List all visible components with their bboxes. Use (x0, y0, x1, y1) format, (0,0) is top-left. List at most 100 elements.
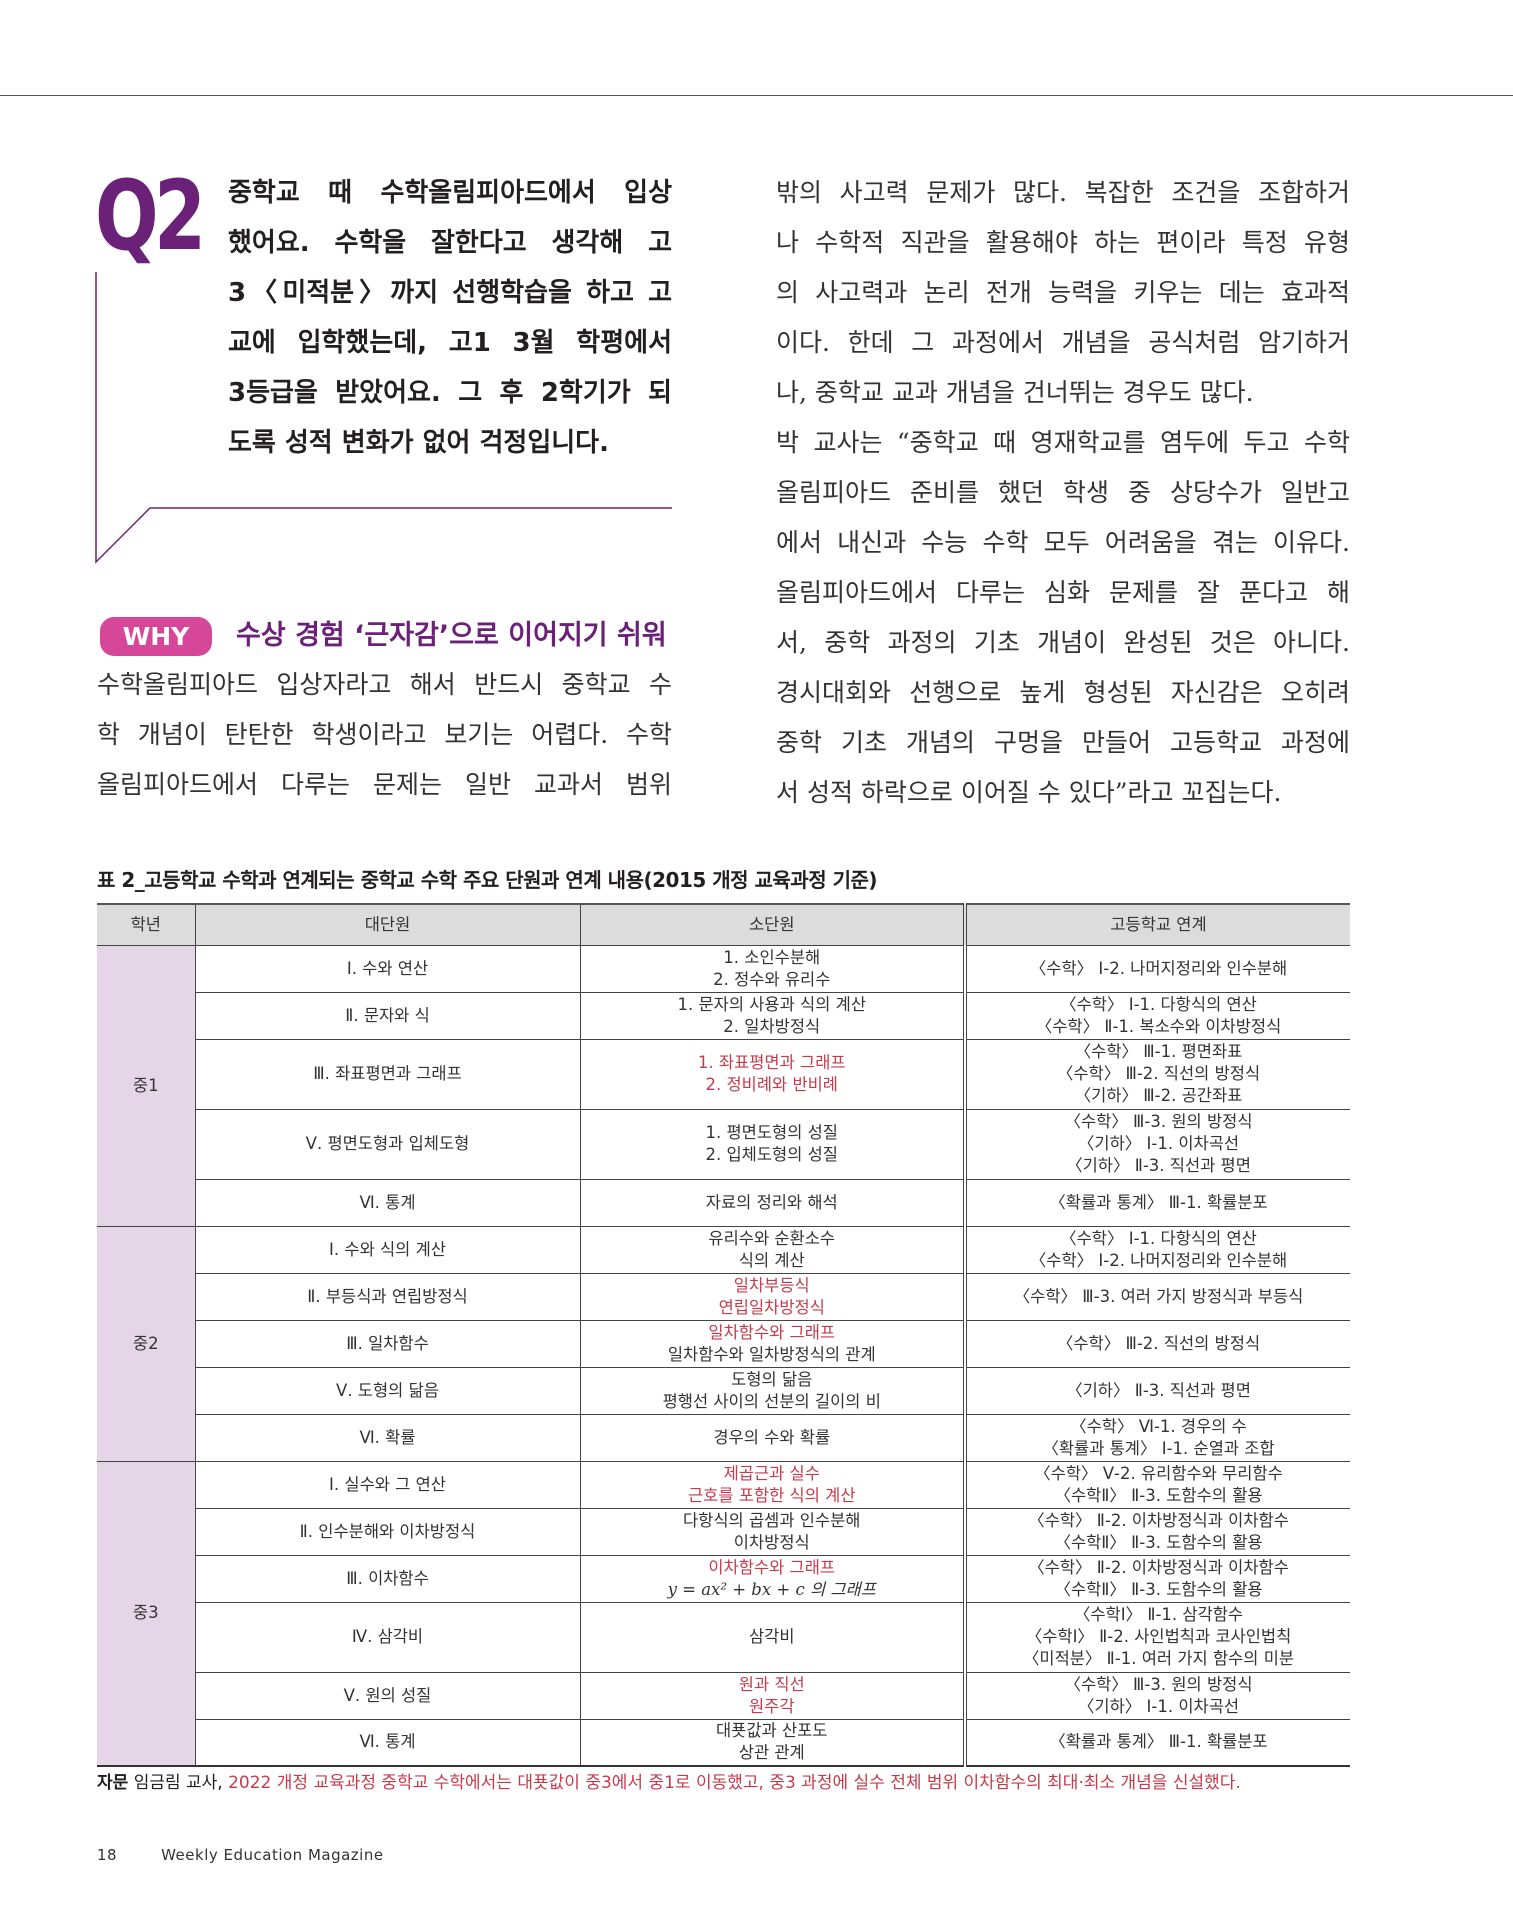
body-line: 서 성적 하락으로 이어질 수 있다”라고 꼬집는다. (776, 778, 1282, 807)
curriculum-table: 학년 대단원 소단원 고등학교 연계 중1 Ⅰ. 수와 연산 1. 소인수분해 2. … (97, 903, 1350, 1767)
table-row: 중1 Ⅰ. 수와 연산 1. 소인수분해 2. 정수와 유리수 〈수학〉 Ⅰ-2. 나머… (97, 944, 1350, 1227)
table-row: Ⅴ. 평면도형과 입체도형 1. 평면도형의 성질 2. 입체도형의 성질 〈수학〉 … (97, 1108, 1350, 1180)
high-school-link-cell: 〈수학〉 Ⅰ-1. 다항식의 연산 〈수학〉 Ⅱ-1. 복소수와 이차방정식 (964, 991, 1350, 1040)
sub-unit-line: 삼각비 (748, 1627, 795, 1646)
footnote-note: 2022 개정 교육과정 중학교 수학에서는 대푯값이 중3에서 중1로 이동했… (228, 1773, 1241, 1793)
table-row: Ⅵ. 통계 대푯값과 산포도 상관 관계 〈확률과 통계〉 Ⅲ-1. 확률분포 (97, 1718, 1350, 1767)
header-sub-unit: 소단원 (579, 903, 967, 946)
question-line: 했어요. 수학을 잘한다고 생각해 고 (228, 228, 672, 258)
sub-unit-line: 2. 입체도형의 성질 (705, 1145, 839, 1164)
footnote: 자문 임금림 교사, 2022 개정 교육과정 중학교 수학에서는 대푯값이 중… (97, 1770, 1241, 1796)
link-line: 〈수학〉 Ⅵ-1. 경우의 수 (1070, 1416, 1247, 1436)
sub-unit-cell: 제곱근과 실수 근호를 포함한 식의 계산 (579, 1460, 967, 1509)
sub-unit-line: 1. 소인수분해 (723, 947, 821, 967)
high-school-link-cell: 〈확률과 통계〉 Ⅲ-1. 확률분포 (964, 1178, 1350, 1227)
question-text: 중학교 때 수학올림피아드에서 입상 했어요. 수학을 잘한다고 생각해 고 3〈미… (228, 168, 672, 468)
link-line: 〈확률과 통계〉 Ⅲ-1. 확률분포 (1049, 1732, 1268, 1752)
major-unit-cell: Ⅳ. 삼각비 (194, 1601, 581, 1673)
sub-unit-line: 상관 관계 (738, 1743, 805, 1763)
body-line: 나, 중학교 교과 개념을 건너뛰는 경우도 많다. (776, 378, 1254, 407)
header-grade: 학년 (97, 903, 196, 946)
high-school-link-cell: 〈수학〉 Ⅱ-2. 이차방정식과 이차함수 〈수학Ⅱ〉 Ⅱ-3. 도함수의 활용 (964, 1507, 1350, 1556)
table-row: Ⅵ. 통계 자료의 정리와 해석 〈확률과 통계〉 Ⅲ-1. 확률분포 (97, 1178, 1350, 1227)
question-label: Q2 (95, 160, 206, 272)
header-high-school-link: 고등학교 연계 (964, 903, 1350, 946)
sub-unit-line: 1. 좌표평면과 그래프 (697, 1053, 846, 1072)
body-line: 나 수학적 직관을 활용해야 하는 편이라 특정 유형 (776, 228, 1350, 257)
sub-unit-line: 원과 직선 (738, 1674, 805, 1694)
major-unit-cell: Ⅱ. 문자와 식 (194, 991, 581, 1040)
link-line: 〈수학Ⅱ〉 Ⅱ-3. 도함수의 활용 (1054, 1532, 1263, 1552)
link-line: 〈확률과 통계〉 Ⅰ-1. 순열과 조합 (1042, 1438, 1275, 1458)
link-line: 〈수학〉 Ⅲ-1. 평면좌표 (1074, 1042, 1243, 1061)
table-row: Ⅳ. 삼각비 삼각비 〈수학Ⅰ〉 Ⅱ-1. 삼각함수 〈수학Ⅰ〉 Ⅱ-2. 사인법칙과… (97, 1601, 1350, 1673)
table-row: Ⅱ. 부등식과 연립방정식 일차부등식 연립일차방정식 〈수학〉 Ⅲ-3. 여러 가지… (97, 1272, 1350, 1321)
high-school-link-cell: 〈수학〉 Ⅲ-1. 평면좌표 〈수학〉 Ⅲ-2. 직선의 방정식 〈기하〉 Ⅲ-2.… (964, 1038, 1350, 1110)
page-number: 18 (97, 1846, 118, 1864)
link-line: 〈수학Ⅰ〉 Ⅱ-1. 삼각함수 (1073, 1605, 1244, 1624)
link-line: 〈수학〉 Ⅲ-3. 원의 방정식 (1064, 1112, 1253, 1131)
body-line: 중학 기초 개념의 구멍을 만들어 고등학교 과정에 (776, 728, 1350, 757)
page-footer: 18 Weekly Education Magazine (97, 1843, 384, 1867)
sub-unit-cell: 1. 문자의 사용과 식의 계산 2. 일차방정식 (579, 991, 967, 1040)
sub-unit-line: 이차함수와 그래프 (708, 1557, 836, 1577)
body-line: 경시대회와 선행으로 높게 형성된 자신감은 오히려 (776, 678, 1350, 707)
link-line: 〈수학〉 Ⅲ-3. 원의 방정식 (1064, 1674, 1253, 1694)
high-school-link-cell: 〈수학〉 Ⅰ-2. 나머지정리와 인수분해 (964, 944, 1350, 993)
major-unit-cell: Ⅵ. 통계 (194, 1178, 581, 1227)
body-line: 학 개념이 탄탄한 학생이라고 보기는 어렵다. 수학 (97, 720, 672, 749)
link-line: 〈기하〉 Ⅰ-1. 이차곡선 (1077, 1696, 1240, 1716)
body-line: 올림피아드에서 다루는 문제는 일반 교과서 범위 (97, 770, 672, 799)
sub-unit-cell: 다항식의 곱셈과 인수분해 이차방정식 (579, 1507, 967, 1556)
body-line: 에서 내신과 수능 수학 모두 어려움을 겪는 이유다. (776, 528, 1350, 557)
sub-unit-line: 연립일차방정식 (718, 1297, 825, 1317)
magazine-name: Weekly Education Magazine (161, 1846, 384, 1864)
sub-unit-line: 1. 문자의 사용과 식의 계산 (677, 994, 867, 1014)
sub-unit-cell: 경우의 수와 확률 (579, 1413, 967, 1462)
link-line: 〈수학〉 Ⅱ-2. 이차방정식과 이차함수 (1028, 1557, 1289, 1577)
high-school-link-cell: 〈수학〉 Ⅲ-3. 원의 방정식 〈기하〉 Ⅰ-1. 이차곡선 〈기하〉 Ⅱ-3. … (964, 1108, 1350, 1180)
question-line: 도록 성적 변화가 없어 걱정입니다. (228, 428, 609, 458)
right-body-text: 밖의 사고력 문제가 많다. 복잡한 조건을 조합하거 나 수학적 직관을 활용해… (776, 168, 1350, 818)
high-school-link-cell: 〈수학〉 Ⅲ-3. 원의 방정식 〈기하〉 Ⅰ-1. 이차곡선 (964, 1671, 1350, 1720)
why-badge: WHY (100, 617, 212, 656)
link-line: 〈확률과 통계〉 Ⅲ-1. 확률분포 (1049, 1192, 1268, 1212)
major-unit-cell: Ⅴ. 평면도형과 입체도형 (194, 1108, 581, 1180)
table-row: Ⅲ. 좌표평면과 그래프 1. 좌표평면과 그래프 2. 정비례와 반비례 〈수학〉 … (97, 1038, 1350, 1110)
major-unit-cell: Ⅴ. 원의 성질 (194, 1671, 581, 1720)
table-row: 중3 Ⅰ. 실수와 그 연산 제곱근과 실수 근호를 포함한 식의 계산 〈수학〉 Ⅴ-… (97, 1460, 1350, 1767)
link-line: 〈수학〉 Ⅲ-2. 직선의 방정식 (1056, 1064, 1261, 1083)
grade-cell: 중1 (97, 944, 196, 1227)
high-school-link-cell: 〈수학〉 Ⅱ-2. 이차방정식과 이차함수 〈수학Ⅱ〉 Ⅱ-3. 도함수의 활용 (964, 1554, 1350, 1603)
major-unit-cell: Ⅵ. 확률 (194, 1413, 581, 1462)
sub-unit-line: 일차함수와 일차방정식의 관계 (667, 1344, 876, 1364)
link-line: 〈수학〉 Ⅰ-2. 나머지정리와 인수분해 (1029, 958, 1288, 978)
link-line: 〈수학〉 Ⅰ-1. 다항식의 연산 (1060, 1228, 1257, 1248)
major-unit-cell: Ⅱ. 인수분해와 이차방정식 (194, 1507, 581, 1556)
link-line: 〈수학Ⅱ〉 Ⅱ-3. 도함수의 활용 (1054, 1485, 1263, 1505)
high-school-link-cell: 〈수학〉 Ⅰ-1. 다항식의 연산 〈수학〉 Ⅰ-2. 나머지정리와 인수분해 (964, 1225, 1350, 1274)
table-row: 중2 Ⅰ. 수와 식의 계산 유리수와 순환소수 식의 계산 〈수학〉 Ⅰ-1. 다항식… (97, 1225, 1350, 1462)
sub-unit-cell: 도형의 닮음 평행선 사이의 선분의 길이의 비 (579, 1366, 967, 1415)
sub-unit-cell: 이차함수와 그래프 y = ax² + bx + c 의 그래프 (579, 1554, 967, 1603)
sub-unit-cell: 원과 직선 원주각 (579, 1671, 967, 1720)
why-heading: 수상 경험 ‘근자감’으로 이어지기 쉬워 (236, 620, 667, 651)
major-unit-cell: Ⅲ. 이차함수 (194, 1554, 581, 1603)
link-line: 〈기하〉 Ⅰ-1. 이차곡선 (1077, 1134, 1240, 1153)
high-school-link-cell: 〈수학〉 Ⅵ-1. 경우의 수 〈확률과 통계〉 Ⅰ-1. 순열과 조합 (964, 1413, 1350, 1462)
body-line: 올림피아드 준비를 했던 학생 중 상당수가 일반고 (776, 478, 1350, 507)
footnote-label: 자문 (97, 1773, 129, 1793)
link-line: 〈수학〉 Ⅱ-1. 복소수와 이차방정식 (1035, 1016, 1282, 1036)
high-school-link-cell: 〈수학〉 Ⅲ-2. 직선의 방정식 (964, 1319, 1350, 1368)
body-line: 이다. 한데 그 과정에서 개념을 공식처럼 암기하거 (776, 328, 1350, 357)
top-rule (0, 95, 1513, 96)
high-school-link-cell: 〈기하〉 Ⅱ-3. 직선과 평면 (964, 1366, 1350, 1415)
sub-unit-line: 2. 정비례와 반비례 (705, 1075, 839, 1094)
sub-unit-line: 다항식의 곱셈과 인수분해 (683, 1510, 861, 1530)
sub-unit-line: 1. 평면도형의 성질 (705, 1123, 839, 1142)
sub-unit-cell: 1. 평면도형의 성질 2. 입체도형의 성질 (579, 1108, 967, 1180)
link-line: 〈기하〉 Ⅱ-3. 직선과 평면 (1066, 1156, 1251, 1175)
sub-unit-cell: 일차부등식 연립일차방정식 (579, 1272, 967, 1321)
major-unit-cell: Ⅰ. 수와 식의 계산 (194, 1225, 581, 1274)
